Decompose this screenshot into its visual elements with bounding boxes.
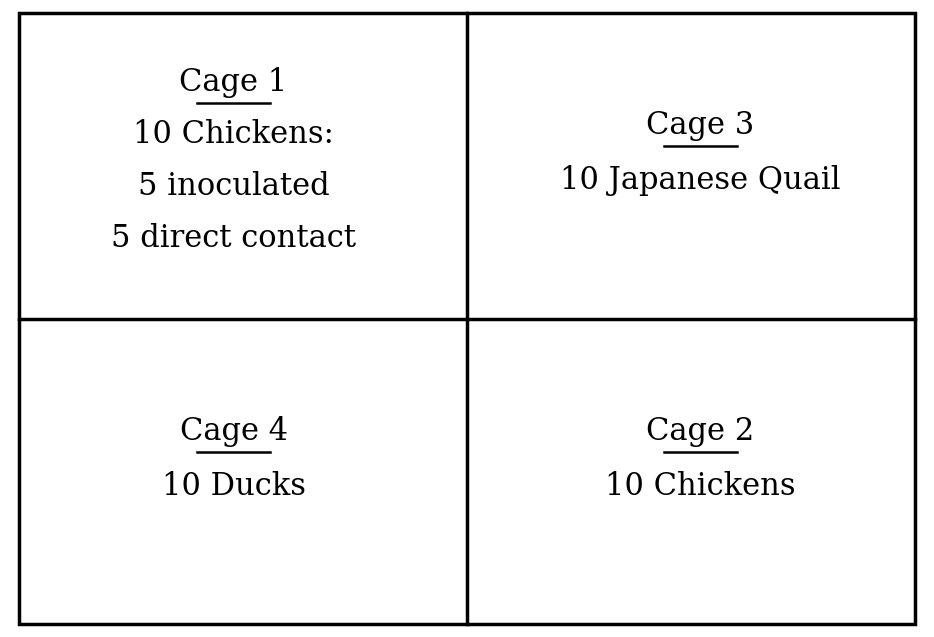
Text: Cage 3: Cage 3 — [646, 110, 755, 141]
Text: 10 Japanese Quail: 10 Japanese Quail — [560, 165, 841, 196]
Text: 10 Chickens: 10 Chickens — [605, 471, 796, 502]
Text: 5 direct contact: 5 direct contact — [111, 224, 356, 254]
Text: 10 Chickens:: 10 Chickens: — [133, 119, 334, 150]
Text: Cage 4: Cage 4 — [179, 416, 288, 447]
Text: 10 Ducks: 10 Ducks — [162, 471, 305, 502]
Text: 5 inoculated: 5 inoculated — [137, 171, 330, 203]
Text: Cage 1: Cage 1 — [179, 68, 288, 98]
Text: Cage 2: Cage 2 — [646, 416, 755, 447]
